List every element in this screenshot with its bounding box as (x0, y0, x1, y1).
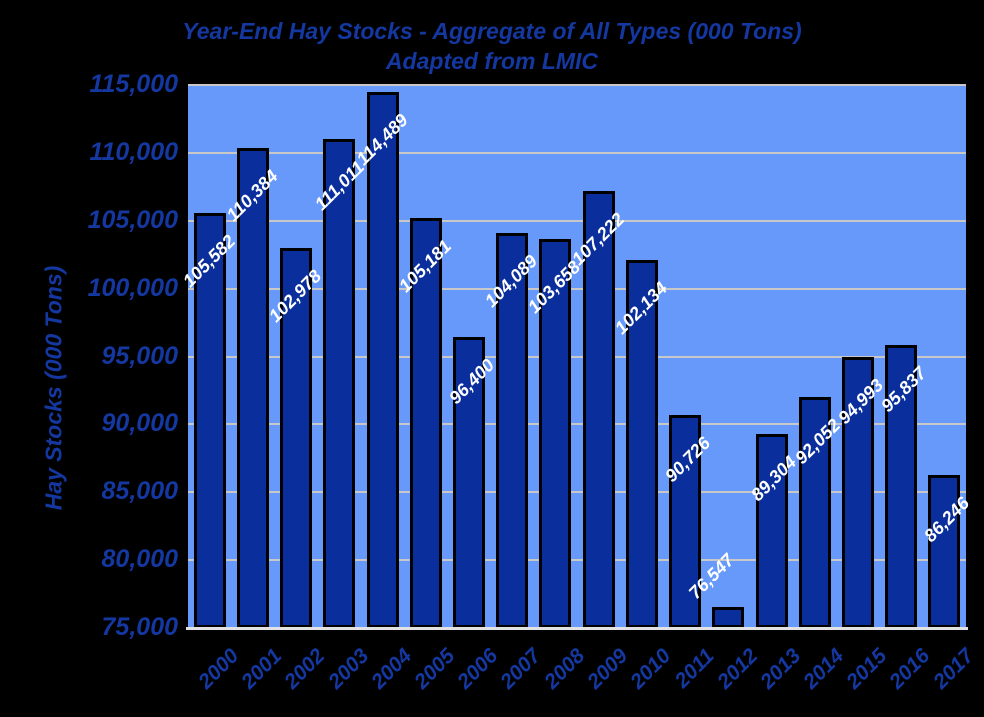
bar-2010: 102,134 (611, 259, 671, 628)
x-axis-tick-label-2009: 2009 (582, 644, 633, 694)
bar-2007: 104,089 (481, 233, 541, 628)
x-axis-tick-label-2012: 2012 (712, 644, 762, 694)
x-axis-tick-label-2013: 2013 (755, 644, 806, 694)
gridline (188, 219, 966, 222)
bar-2002: 102,978 (265, 248, 325, 628)
bar-2016: 95,837 (877, 345, 930, 628)
y-axis-tick-label: 100,000 (87, 273, 178, 302)
gridline (188, 559, 966, 562)
bar-2015: 94,993 (834, 356, 887, 628)
x-axis-tick-label-2000: 2000 (193, 644, 244, 694)
bar-2012: 76,547 (685, 550, 745, 628)
x-axis-tick-label-2002: 2002 (280, 644, 330, 694)
y-axis-tick-label: 105,000 (87, 205, 178, 234)
gridline (188, 287, 966, 290)
bar-2005: 105,181 (395, 218, 455, 628)
y-axis-tick-label: 95,000 (101, 341, 178, 370)
y-axis-tick-label: 85,000 (101, 477, 178, 506)
x-axis-tick-label-2016: 2016 (885, 644, 935, 694)
x-axis-tick-label-2014: 2014 (798, 644, 849, 694)
bar-2014: 92,052 (791, 396, 844, 628)
bar-2009: 107,222 (568, 190, 628, 628)
x-axis-tick-label-2011: 2011 (670, 644, 719, 693)
bar-2001: 110,384 (223, 147, 282, 628)
gridline (188, 423, 966, 426)
y-axis-tick-label: 75,000 (101, 613, 178, 641)
x-axis-tick-label-2001: 2001 (237, 644, 287, 694)
bar-2004: 114,489 (352, 91, 412, 628)
y-axis-tick-label: 110,000 (89, 137, 178, 166)
x-axis-tick-label-2005: 2005 (409, 644, 460, 694)
y-axis-title: Hay Stocks (000 Tons) (40, 265, 67, 511)
bar-2008: 103,658 (524, 238, 584, 628)
x-axis-tick-label-2004: 2004 (366, 644, 417, 694)
gridline (188, 355, 966, 358)
x-axis-tick-label-2010: 2010 (626, 644, 676, 694)
bar-2006: 96,400 (445, 337, 498, 628)
x-axis-tick-label-2017: 2017 (928, 644, 978, 694)
x-axis-tick-label-2008: 2008 (539, 644, 589, 694)
gridline (188, 84, 966, 86)
bar-2000: 105,582 (179, 212, 239, 628)
x-axis-tick-label-2015: 2015 (842, 644, 892, 694)
y-axis-tick-label: 90,000 (101, 409, 178, 438)
chart-title: Year-End Hay Stocks - Aggregate of All T… (182, 18, 802, 44)
bar-2003: 111,011 (311, 139, 368, 628)
x-axis-tick-label-2003: 2003 (323, 644, 373, 694)
y-axis-tick-label: 80,000 (101, 545, 178, 574)
bar-2013: 89,304 (747, 433, 801, 628)
x-axis-tick-label-2006: 2006 (453, 644, 503, 694)
bar-2017: 86,246 (920, 475, 973, 628)
gridline (188, 151, 966, 154)
chart-subtitle: Adapted from LMIC (385, 48, 599, 74)
x-axis-tick-label-2007: 2007 (496, 644, 546, 694)
y-axis-tick-label: 115,000 (89, 70, 178, 98)
x-axis-line (186, 627, 968, 630)
bar-2011: 90,726 (661, 414, 714, 628)
gridline (188, 491, 966, 494)
